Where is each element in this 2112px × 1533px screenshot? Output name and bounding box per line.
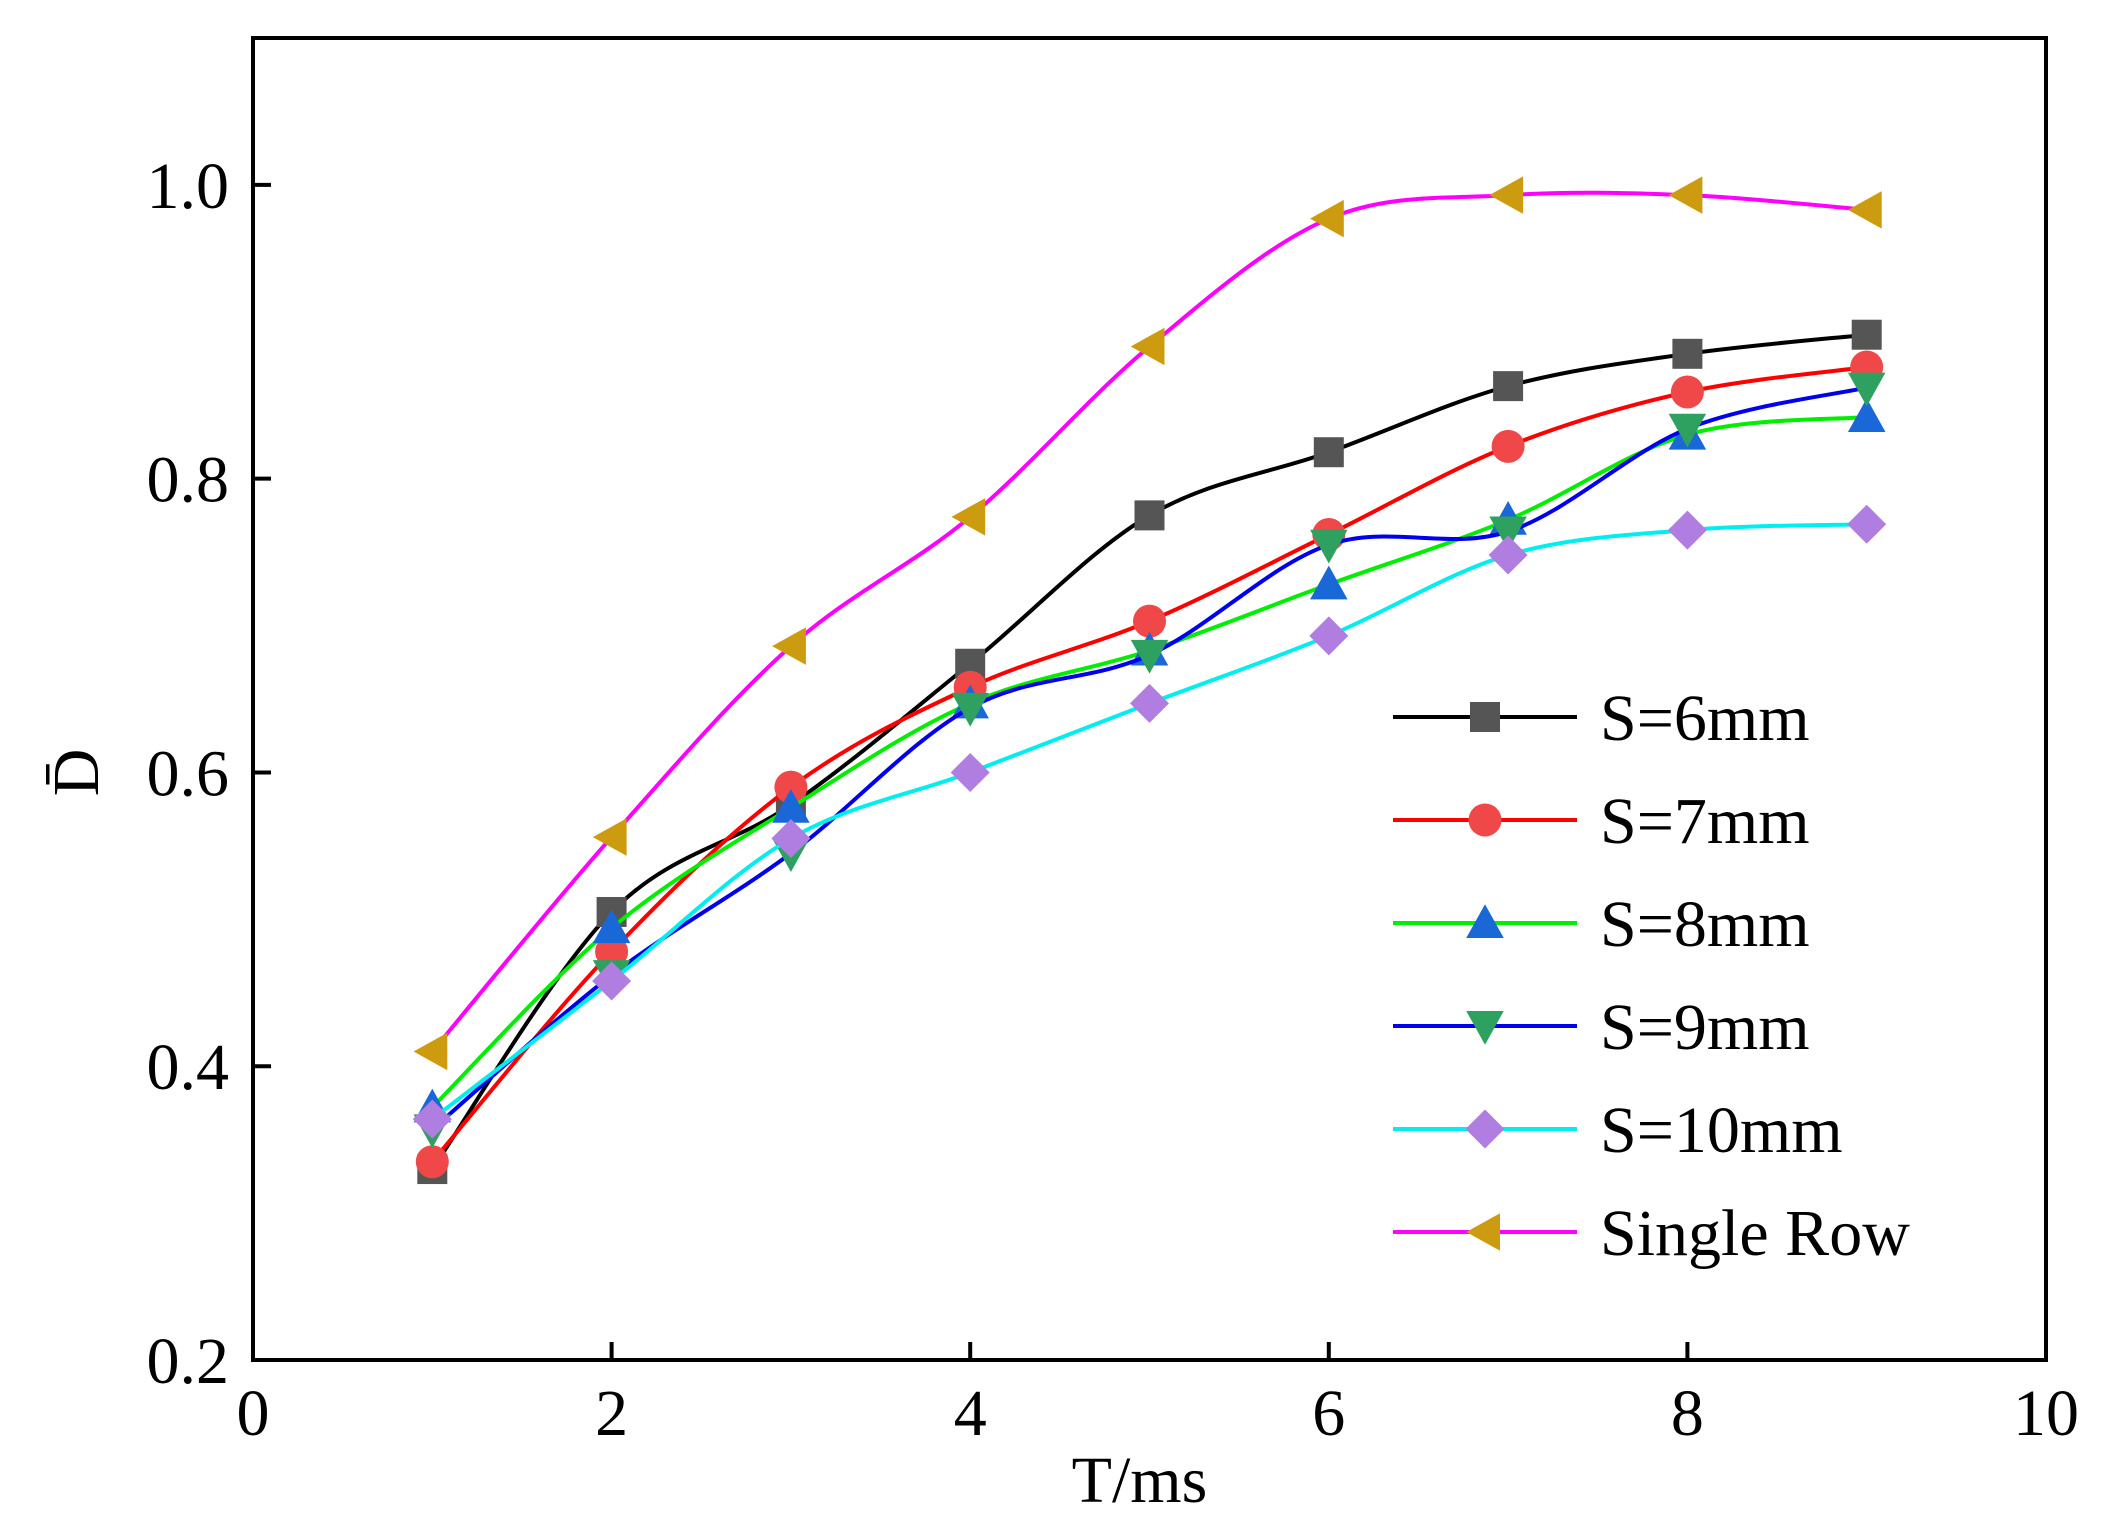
data-point [1851, 319, 1882, 350]
data-point [1493, 371, 1524, 402]
series-s-10mm [412, 504, 1887, 1139]
data-point [592, 961, 632, 1001]
data-point [951, 498, 986, 536]
series-line [430, 190, 1867, 1053]
legend-label: S=6mm [1600, 682, 1810, 755]
data-point [1130, 639, 1169, 674]
data-point [1310, 565, 1348, 600]
data-point [1847, 504, 1887, 544]
y-axis-title-text: D̄ [40, 749, 113, 797]
data-point [595, 935, 629, 969]
legend-label: S=10mm [1600, 1094, 1843, 1167]
series-s-6mm [417, 319, 1882, 1185]
y-axis-title: D̄ [40, 749, 113, 797]
legend-label: S=9mm [1600, 991, 1810, 1064]
legend-marker [1468, 803, 1502, 837]
data-point [1670, 375, 1704, 409]
data-point [1668, 176, 1703, 214]
y-tick-label: 0.4 [147, 1031, 230, 1104]
x-tick-label: 10 [2013, 1377, 2079, 1450]
data-point [1847, 372, 1886, 407]
data-point [413, 1032, 448, 1071]
data-point [1488, 535, 1528, 575]
legend-item: S=6mm [1393, 682, 1810, 755]
legend-label: S=8mm [1600, 888, 1810, 961]
data-point [1309, 616, 1349, 656]
data-point [1310, 529, 1348, 564]
legend-item: S=8mm [1393, 888, 1810, 961]
data-point [1668, 413, 1707, 448]
y-tick-label: 0.8 [147, 444, 230, 517]
legend-marker [1465, 1109, 1505, 1149]
data-point [1847, 398, 1886, 432]
legend-item: S=7mm [1393, 785, 1810, 858]
data-point [592, 909, 631, 944]
data-point [1313, 437, 1344, 468]
axes-layer: 0 2 4 6 8 10 0.2 0.4 0.6 0.8 1.0 [147, 150, 2080, 1450]
legend-item: S=9mm [1393, 991, 1810, 1064]
data-point [1489, 516, 1527, 551]
legend-marker [1466, 904, 1504, 938]
data-point [1134, 500, 1165, 531]
x-tick-label: 8 [1671, 1377, 1704, 1450]
x-tick-label: 2 [595, 1377, 628, 1450]
y-tick-label: 1.0 [147, 150, 230, 223]
data-point [951, 692, 989, 727]
data-point [1130, 683, 1169, 723]
legend-marker [1470, 702, 1500, 732]
data-point [771, 819, 811, 859]
legend-item: Single Row [1393, 1197, 1910, 1270]
series-line [430, 332, 1867, 1171]
data-point [415, 1145, 449, 1179]
x-axis-title: T/ms [1072, 1444, 1208, 1517]
data-point [592, 818, 627, 856]
plot-frame [251, 36, 2048, 1362]
x-tick-label: 4 [954, 1377, 987, 1450]
y-tick-label: 0.2 [147, 1325, 230, 1398]
data-point [1491, 429, 1525, 463]
data-point [1489, 176, 1524, 214]
x-tick-label: 0 [237, 1377, 270, 1450]
legend-item: S=10mm [1393, 1094, 1843, 1167]
legend-marker [1466, 1011, 1504, 1045]
legend-label: Single Row [1600, 1197, 1910, 1270]
data-point [772, 627, 806, 665]
legend-marker [1466, 1213, 1500, 1251]
data-point [412, 1099, 452, 1139]
series-single-row [413, 176, 1882, 1071]
data-point [1672, 338, 1703, 369]
data-point [1130, 327, 1165, 366]
x-tick-label: 6 [1312, 1377, 1345, 1450]
data-point [1133, 604, 1166, 638]
data-point [1847, 191, 1882, 229]
data-point [1667, 510, 1707, 550]
legend-label: S=7mm [1600, 785, 1810, 858]
data-point [772, 788, 810, 823]
legend: S=6mm S=7mm S=8mm S=9mm S=10mm Single Row [1393, 682, 1910, 1270]
data-point [774, 770, 808, 804]
y-tick-label: 0.6 [147, 737, 230, 810]
data-point [950, 752, 990, 792]
data-point [1310, 199, 1344, 238]
series-layer [412, 176, 1887, 1185]
